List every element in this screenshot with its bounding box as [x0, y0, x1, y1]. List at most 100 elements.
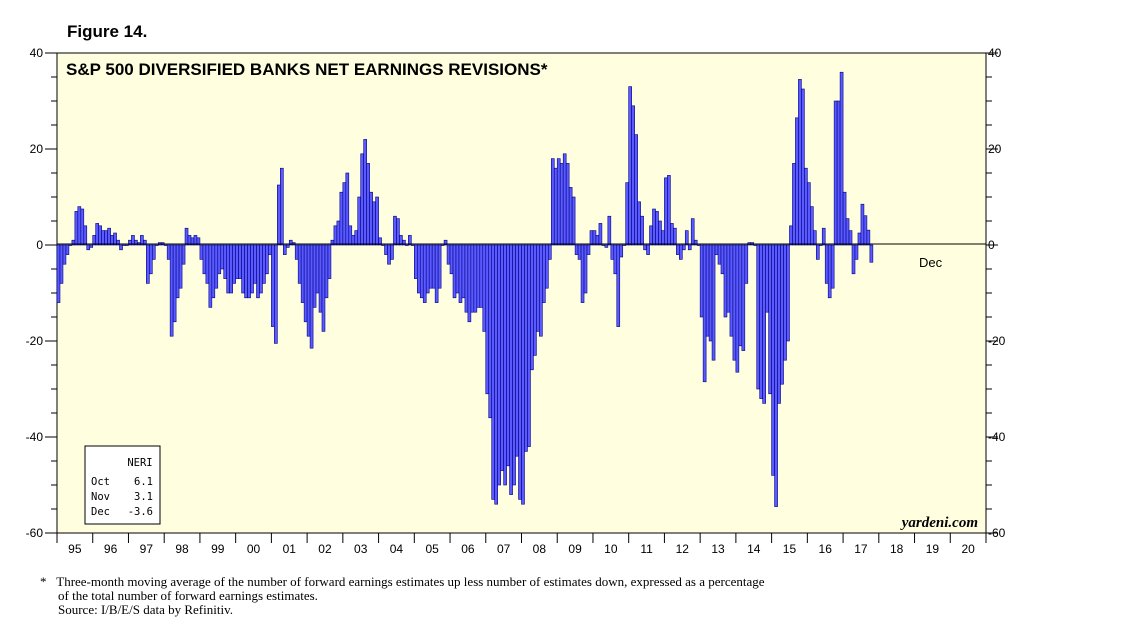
- bar: [702, 244, 707, 383]
- bar: [86, 244, 91, 251]
- bar: [833, 100, 838, 246]
- bar: [354, 230, 359, 246]
- y-tick-label: 40: [988, 46, 1002, 60]
- bar: [208, 244, 213, 308]
- bar: [271, 244, 275, 327]
- footnote-marker: *: [40, 574, 47, 589]
- bar: [205, 244, 210, 284]
- bar: [154, 244, 159, 246]
- bar: [818, 244, 823, 246]
- bar: [801, 88, 805, 246]
- bar: [437, 244, 442, 289]
- bar: [107, 227, 111, 246]
- bar: [530, 244, 534, 371]
- bar: [372, 201, 376, 246]
- bar: [467, 244, 472, 323]
- y-tick-label: 20: [988, 142, 1002, 156]
- bar: [854, 244, 859, 260]
- bar: [217, 244, 222, 275]
- bar: [324, 244, 329, 299]
- bar: [181, 244, 186, 265]
- bar: [795, 117, 799, 246]
- bar: [601, 244, 606, 246]
- y-tick-label: -60: [26, 526, 44, 540]
- bar: [658, 220, 662, 246]
- bar: [515, 244, 519, 457]
- bar: [83, 225, 88, 246]
- x-tick-label: 98: [175, 542, 189, 556]
- bar: [265, 244, 269, 275]
- bar: [827, 244, 832, 299]
- bar: [574, 244, 579, 255]
- bar: [646, 244, 650, 255]
- bar: [547, 244, 552, 260]
- bar: [256, 244, 260, 299]
- bar: [74, 211, 79, 246]
- bar: [172, 244, 177, 323]
- bar: [753, 244, 758, 246]
- bar: [839, 71, 844, 246]
- y-tick-label: -20: [26, 334, 44, 348]
- bar: [673, 227, 677, 246]
- bar: [723, 244, 728, 318]
- bar: [101, 230, 105, 246]
- bar: [375, 196, 379, 246]
- bar: [327, 244, 332, 279]
- bar: [220, 244, 225, 270]
- bar: [815, 244, 820, 260]
- bar: [866, 229, 871, 246]
- bar: [550, 158, 555, 246]
- bar: [68, 244, 73, 246]
- bar: [613, 244, 618, 275]
- x-tick-label: 09: [568, 542, 582, 556]
- legend-month: Oct: [91, 476, 110, 488]
- bar: [533, 244, 537, 356]
- bar: [464, 244, 469, 313]
- bar: [461, 244, 466, 299]
- y-tick-label: -40: [26, 430, 44, 444]
- bar: [312, 244, 317, 308]
- x-tick-label: 10: [604, 542, 618, 556]
- bar: [503, 244, 507, 486]
- bar: [649, 225, 653, 246]
- bar: [333, 225, 338, 246]
- bar: [381, 244, 385, 246]
- bar: [610, 244, 615, 260]
- bar: [297, 244, 302, 284]
- bar: [452, 244, 457, 299]
- x-tick-label: 96: [104, 542, 118, 556]
- bar: [556, 158, 561, 246]
- bar: [512, 244, 516, 486]
- bar: [280, 167, 284, 246]
- bar: [598, 223, 603, 246]
- bar: [571, 196, 576, 246]
- bar: [667, 175, 671, 246]
- bar: [184, 227, 189, 246]
- x-tick-label: 95: [68, 542, 82, 556]
- x-tick-label: 02: [318, 542, 332, 556]
- x-tick-label: 20: [961, 542, 975, 556]
- bar: [842, 191, 847, 246]
- bar: [693, 239, 698, 246]
- bar: [146, 244, 150, 284]
- bar: [783, 244, 787, 361]
- bar: [166, 244, 171, 260]
- bar: [604, 244, 609, 248]
- x-tick-label: 04: [390, 542, 404, 556]
- bar: [119, 244, 123, 251]
- bar: [738, 244, 743, 347]
- bar: [717, 244, 722, 265]
- bar: [449, 244, 454, 275]
- bar: [202, 244, 207, 275]
- bar: [408, 235, 412, 246]
- bar: [807, 182, 811, 246]
- x-tick-label: 06: [461, 542, 475, 556]
- x-tick-label: 16: [819, 542, 833, 556]
- bar: [369, 191, 373, 246]
- bar: [845, 218, 850, 246]
- bar: [345, 172, 350, 246]
- bar: [869, 244, 874, 263]
- bar: [580, 244, 585, 303]
- bar: [812, 230, 817, 246]
